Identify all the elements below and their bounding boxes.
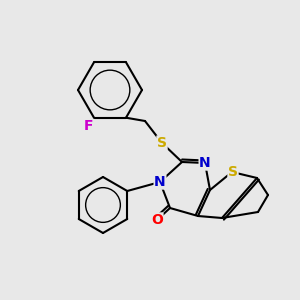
Text: N: N (154, 175, 166, 189)
Text: N: N (199, 156, 211, 170)
Text: S: S (157, 136, 167, 150)
Text: S: S (228, 165, 238, 179)
Text: F: F (84, 119, 94, 134)
Text: O: O (151, 213, 163, 227)
